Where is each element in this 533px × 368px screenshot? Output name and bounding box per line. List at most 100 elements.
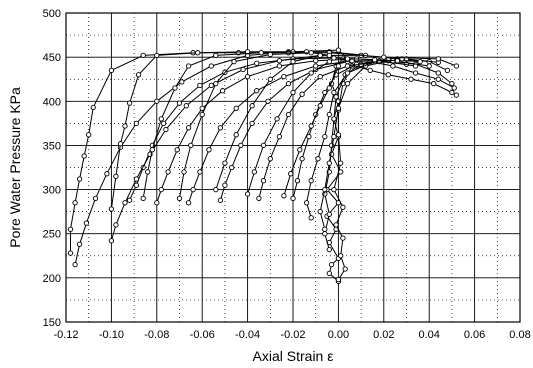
data-point — [267, 156, 273, 162]
series-16 — [140, 49, 332, 202]
data-point — [219, 88, 226, 94]
data-point — [260, 142, 267, 149]
data-point — [294, 178, 301, 184]
data-point — [449, 80, 455, 87]
data-point — [238, 142, 244, 149]
y-tick-label: 300 — [43, 185, 61, 197]
data-point — [197, 169, 203, 175]
series-line — [324, 60, 453, 250]
data-point — [317, 73, 323, 80]
data-point — [90, 104, 96, 111]
data-point — [126, 197, 133, 203]
series-10 — [154, 56, 401, 206]
data-point — [122, 123, 128, 129]
series-line — [326, 58, 457, 282]
data-point — [154, 98, 160, 104]
data-point — [113, 173, 119, 179]
data-point — [140, 195, 146, 202]
data-point — [288, 171, 294, 177]
data-point — [86, 132, 92, 138]
data-point — [317, 103, 323, 109]
data-point — [338, 253, 344, 259]
data-point — [126, 100, 133, 106]
data-point — [213, 186, 219, 193]
series-line — [188, 60, 430, 203]
data-point — [249, 103, 255, 109]
data-point — [426, 63, 432, 69]
data-point — [344, 63, 351, 69]
data-point — [122, 200, 128, 206]
data-point — [435, 56, 441, 62]
data-point — [165, 169, 171, 175]
x-tick-label: -0.02 — [280, 329, 305, 341]
data-point — [385, 72, 391, 78]
data-point — [254, 60, 260, 66]
data-point — [140, 52, 146, 59]
data-point — [267, 76, 273, 82]
data-point — [160, 120, 167, 127]
data-point — [281, 73, 287, 80]
series-line — [70, 52, 457, 254]
series-14 — [67, 50, 460, 256]
data-point — [308, 123, 314, 129]
data-point — [308, 215, 314, 221]
data-point — [217, 197, 224, 203]
data-point — [308, 70, 314, 76]
data-point — [229, 164, 235, 171]
data-point — [149, 147, 155, 153]
data-point — [308, 50, 314, 56]
series-line — [129, 57, 375, 201]
data-point — [317, 208, 323, 215]
data-point — [313, 58, 319, 64]
data-point — [67, 226, 74, 232]
y-tick-label: 450 — [43, 52, 61, 64]
data-point — [233, 105, 239, 111]
y-tick-label: 250 — [43, 229, 61, 241]
data-point — [326, 52, 332, 59]
data-point — [344, 80, 351, 87]
data-point — [322, 231, 328, 237]
series-17 — [176, 50, 314, 202]
data-point — [244, 73, 251, 80]
data-point — [231, 58, 237, 65]
data-point — [338, 160, 344, 166]
data-point — [444, 67, 451, 74]
series-2 — [331, 58, 457, 283]
data-point — [190, 186, 196, 193]
series-line — [179, 52, 312, 199]
y-tick-label: 200 — [43, 273, 61, 285]
x-axis-label: Axial Strain ε — [253, 348, 334, 364]
data-point — [331, 133, 337, 140]
data-point — [179, 79, 185, 85]
data-point — [158, 116, 164, 122]
data-point — [176, 195, 183, 202]
data-point — [108, 206, 115, 212]
data-point — [408, 76, 414, 82]
data-point — [76, 241, 83, 247]
data-point — [185, 200, 192, 206]
data-point — [199, 111, 205, 118]
data-point — [435, 70, 441, 76]
y-tick-label: 350 — [43, 140, 61, 152]
data-point — [417, 58, 423, 65]
data-point — [322, 186, 328, 193]
data-point — [453, 92, 460, 98]
data-point — [451, 85, 457, 91]
data-point — [290, 58, 296, 65]
data-point — [326, 111, 332, 118]
series-18 — [213, 52, 323, 193]
data-point — [299, 156, 305, 162]
data-point — [254, 88, 260, 94]
data-point — [206, 147, 212, 153]
data-point — [290, 89, 296, 96]
series-line — [142, 51, 330, 199]
series-line — [219, 60, 416, 201]
x-tick-label: 0.04 — [418, 329, 439, 341]
data-point — [240, 66, 246, 73]
data-point — [195, 50, 201, 56]
x-tick-label: 0.06 — [464, 329, 485, 341]
data-point — [213, 52, 219, 59]
data-point — [154, 52, 160, 59]
data-point — [335, 105, 342, 111]
data-point — [208, 82, 214, 89]
